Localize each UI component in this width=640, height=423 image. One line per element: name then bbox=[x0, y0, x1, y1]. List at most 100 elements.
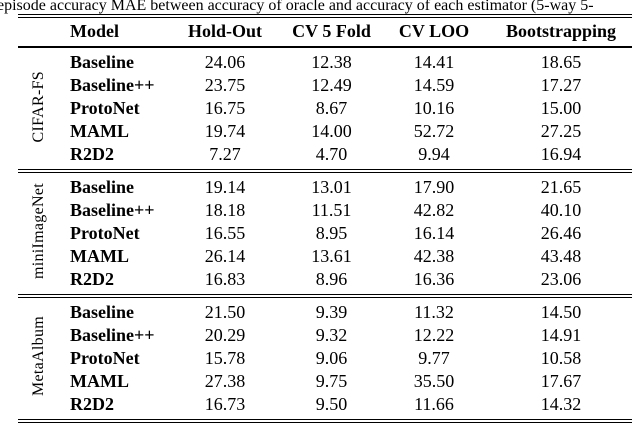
group-label: CIFAR-FS bbox=[30, 70, 47, 143]
table-row: MAML 19.74 14.00 52.72 27.25 bbox=[18, 120, 632, 143]
value-cell: 16.14 bbox=[413, 223, 455, 243]
column-header-cv-5-fold: CV 5 Fold bbox=[292, 21, 371, 41]
value-cell: 16.73 bbox=[204, 394, 246, 414]
value-cell: 10.58 bbox=[540, 348, 582, 368]
value-cell: 21.65 bbox=[540, 177, 582, 197]
model-name-cell: Baseline bbox=[70, 302, 135, 322]
model-name-cell: MAML bbox=[70, 121, 129, 141]
value-cell: 17.67 bbox=[540, 371, 582, 391]
table-row: CIFAR-FS Baseline 24.06 12.38 14.41 18.6… bbox=[18, 47, 632, 142]
value-cell: 19.14 bbox=[204, 177, 246, 197]
value-cell: 24.06 bbox=[204, 52, 246, 72]
value-cell: 14.91 bbox=[540, 325, 582, 345]
value-cell: 27.25 bbox=[540, 121, 582, 141]
table-header-row: Model Hold-Out CV 5 Fold CV LOO Bootstra… bbox=[18, 16, 632, 47]
value-cell: 26.46 bbox=[540, 223, 582, 243]
results-table: Model Hold-Out CV 5 Fold CV LOO Bootstra… bbox=[18, 14, 632, 423]
corner-cell bbox=[18, 16, 60, 47]
value-cell: 7.27 bbox=[209, 144, 241, 164]
value-cell: 16.83 bbox=[204, 269, 246, 289]
table-row: R2D2 16.73 9.50 11.66 14.32 bbox=[18, 393, 632, 421]
value-cell: 52.72 bbox=[413, 121, 455, 141]
model-name-cell: Baseline++ bbox=[70, 75, 155, 95]
group-label: MetaAlbum bbox=[30, 316, 47, 397]
value-cell: 17.90 bbox=[413, 177, 455, 197]
table-row: ProtoNet 16.75 8.67 10.16 15.00 bbox=[18, 97, 632, 120]
column-header-cv-loo: CV LOO bbox=[398, 21, 470, 41]
dataset-group-cifar-fs: CIFAR-FS Baseline 24.06 12.38 14.41 18.6… bbox=[18, 47, 632, 171]
table-row: MetaAlbum Baseline 21.50 9.39 11.32 14.5… bbox=[18, 296, 632, 397]
table-caption: episode accuracy MAE between accuracy of… bbox=[0, 0, 594, 14]
value-cell: 42.82 bbox=[413, 200, 455, 220]
value-cell: 18.65 bbox=[540, 52, 582, 72]
table-row: Baseline++ 23.75 12.49 14.59 17.27 bbox=[18, 74, 632, 97]
value-cell: 12.49 bbox=[311, 75, 352, 95]
value-cell: 14.32 bbox=[540, 394, 582, 414]
table-row: miniImageNet Baseline 19.14 13.01 17.90 … bbox=[18, 171, 632, 280]
group-label-cell: MetaAlbum bbox=[18, 296, 60, 421]
model-name-cell: R2D2 bbox=[70, 269, 114, 289]
model-name-cell: MAML bbox=[70, 371, 129, 391]
value-cell: 21.50 bbox=[204, 302, 246, 322]
value-cell: 9.94 bbox=[418, 144, 450, 164]
value-cell: 26.14 bbox=[204, 246, 246, 266]
value-cell: 15.00 bbox=[540, 98, 582, 118]
model-name-cell: Baseline++ bbox=[70, 325, 155, 345]
model-name-cell: MAML bbox=[70, 246, 129, 266]
column-header-bootstrapping: Bootstrapping bbox=[505, 21, 617, 41]
value-cell: 8.96 bbox=[315, 269, 348, 289]
table-row: MAML 27.38 9.75 35.50 17.67 bbox=[18, 370, 632, 393]
value-cell: 9.77 bbox=[418, 348, 450, 368]
value-cell: 10.16 bbox=[413, 98, 455, 118]
value-cell: 14.00 bbox=[311, 121, 352, 141]
model-name-cell: Baseline bbox=[70, 177, 135, 197]
value-cell: 23.75 bbox=[204, 75, 246, 95]
value-cell: 15.78 bbox=[204, 348, 246, 368]
value-cell: 40.10 bbox=[540, 200, 582, 220]
table-row: MAML 26.14 13.61 42.38 43.48 bbox=[18, 245, 632, 268]
value-cell: 16.36 bbox=[413, 269, 455, 289]
value-cell: 35.50 bbox=[413, 371, 455, 391]
column-header-model: Model bbox=[70, 21, 119, 41]
model-name-cell: R2D2 bbox=[70, 394, 114, 414]
value-cell: 9.50 bbox=[315, 394, 348, 414]
value-cell: 9.06 bbox=[315, 348, 348, 368]
value-cell: 12.22 bbox=[413, 325, 455, 345]
table-row: ProtoNet 16.55 8.95 16.14 26.46 bbox=[18, 222, 632, 245]
value-cell: 18.18 bbox=[204, 200, 246, 220]
model-name-cell: Baseline bbox=[70, 52, 135, 72]
value-cell: 11.66 bbox=[414, 394, 454, 414]
value-cell: 19.74 bbox=[204, 121, 246, 141]
dataset-group-metaalbum: MetaAlbum Baseline 21.50 9.39 11.32 14.5… bbox=[18, 296, 632, 421]
value-cell: 20.29 bbox=[204, 325, 246, 345]
column-header-hold-out: Hold-Out bbox=[187, 21, 262, 41]
value-cell: 13.01 bbox=[311, 177, 352, 197]
group-label: miniImageNet bbox=[30, 183, 47, 280]
value-cell: 8.95 bbox=[315, 223, 348, 243]
value-cell: 42.38 bbox=[413, 246, 455, 266]
value-cell: 17.27 bbox=[540, 75, 582, 95]
value-cell: 43.48 bbox=[540, 246, 582, 266]
value-cell: 11.32 bbox=[414, 302, 454, 322]
table-row: R2D2 16.83 8.96 16.36 23.06 bbox=[18, 268, 632, 296]
value-cell: 13.61 bbox=[311, 246, 352, 266]
dataset-group-miniimagenet: miniImageNet Baseline 19.14 13.01 17.90 … bbox=[18, 171, 632, 296]
model-name-cell: ProtoNet bbox=[70, 223, 140, 243]
value-cell: 14.59 bbox=[413, 75, 455, 95]
group-label-cell: miniImageNet bbox=[18, 171, 60, 296]
value-cell: 8.67 bbox=[315, 98, 348, 118]
model-name-cell: R2D2 bbox=[70, 144, 114, 164]
model-name-cell: ProtoNet bbox=[70, 348, 140, 368]
model-name-cell: Baseline++ bbox=[70, 200, 155, 220]
value-cell: 16.55 bbox=[204, 223, 246, 243]
value-cell: 4.70 bbox=[315, 144, 348, 164]
value-cell: 9.39 bbox=[315, 302, 348, 322]
value-cell: 16.75 bbox=[204, 98, 246, 118]
model-name-cell: ProtoNet bbox=[70, 98, 140, 118]
table-row: R2D2 7.27 4.70 9.94 16.94 bbox=[18, 143, 632, 171]
group-label-cell: CIFAR-FS bbox=[18, 47, 60, 171]
value-cell: 12.38 bbox=[311, 52, 352, 72]
value-cell: 14.41 bbox=[413, 52, 455, 72]
value-cell: 14.50 bbox=[540, 302, 582, 322]
value-cell: 9.32 bbox=[315, 325, 348, 345]
